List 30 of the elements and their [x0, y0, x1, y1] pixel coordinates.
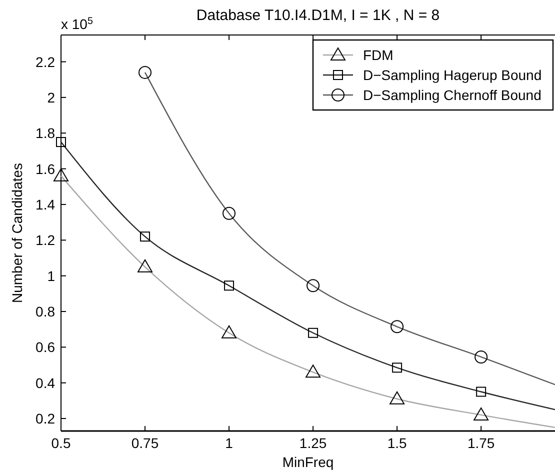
point: [476, 386, 486, 397]
x-tick-label: 0.75: [131, 435, 159, 451]
y-axis-title: Number of Candidates: [9, 162, 25, 304]
y-tick-label: 0.4: [36, 374, 56, 391]
x-tick-label: 1: [225, 435, 234, 451]
y-tick-label: 1.4: [36, 196, 56, 212]
x-tick-label: 1.75: [467, 435, 495, 451]
point: [392, 362, 402, 373]
x-tick-label: 1.25: [299, 435, 327, 451]
y-tick-label: 0.2: [36, 410, 56, 427]
y-tick-label: 1.2: [36, 232, 56, 248]
chart-title: Database T10.I4.D1M, I = 1K , N = 8: [196, 7, 440, 24]
y-tick-label: 2: [47, 89, 56, 106]
x-tick-label: 1.5: [387, 435, 407, 451]
x-tick-label: 0.5: [51, 435, 71, 451]
y-tick-label: 0.8: [36, 303, 56, 320]
legend-label: FDM: [363, 47, 394, 63]
y-tick-label: 1: [47, 268, 56, 284]
y-tick-label: 2.2: [36, 54, 56, 70]
point: [308, 328, 318, 338]
y-tick-label: 1.8: [36, 125, 56, 142]
point: [56, 137, 66, 148]
point: [140, 232, 150, 242]
text: x 10$^{5}$: [61, 16, 94, 32]
legend-label: D−Sampling Hagerup Bound: [363, 67, 542, 83]
point: [224, 280, 234, 291]
y-tick-label: 1.6: [36, 160, 56, 177]
legend-label: D−Sampling Chernoff Bound: [363, 87, 542, 103]
y-tick-label: 0.6: [36, 339, 56, 356]
x-axis-title: MinFreq: [282, 454, 334, 470]
